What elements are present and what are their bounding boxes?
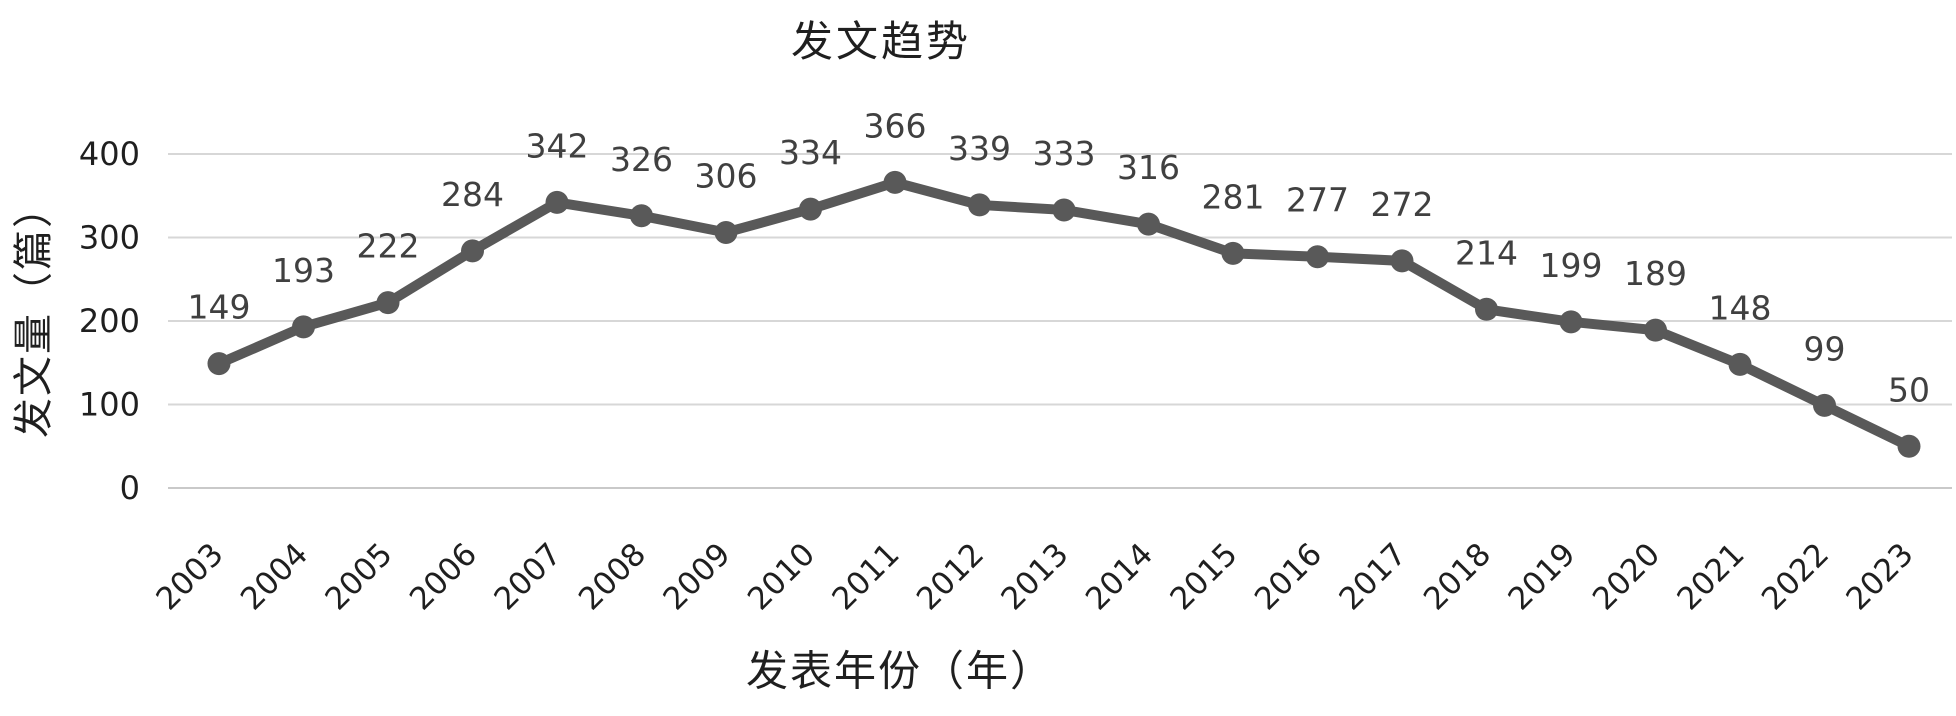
x-tick-label-2015: 2015 <box>1163 536 1244 617</box>
data-point-marker-2008 <box>630 204 653 228</box>
data-point-label-2013: 333 <box>1033 134 1096 173</box>
data-point-label-2016: 277 <box>1286 181 1349 220</box>
data-point-marker-2014 <box>1137 212 1160 236</box>
data-point-label-2015: 281 <box>1202 177 1265 216</box>
y-tick-label-400: 400 <box>79 135 140 173</box>
x-tick-label-2021: 2021 <box>1670 536 1751 617</box>
x-tick-label-2017: 2017 <box>1332 536 1413 617</box>
data-point-marker-2018 <box>1475 297 1498 321</box>
x-tick-label-2022: 2022 <box>1755 536 1836 617</box>
data-point-marker-2016 <box>1306 245 1329 269</box>
data-point-label-2005: 222 <box>357 227 420 266</box>
data-point-label-2007: 342 <box>526 126 589 165</box>
x-tick-label-2011: 2011 <box>825 536 906 617</box>
data-point-label-2006: 284 <box>441 175 504 214</box>
data-point-marker-2010 <box>799 197 822 221</box>
x-tick-label-2012: 2012 <box>910 536 991 617</box>
x-tick-label-2003: 2003 <box>149 536 230 617</box>
x-tick-label-2020: 2020 <box>1586 536 1667 617</box>
y-tick-label-300: 300 <box>79 219 140 257</box>
data-point-label-2003: 149 <box>188 288 251 327</box>
data-point-label-2012: 339 <box>948 129 1011 168</box>
data-point-label-2014: 316 <box>1117 148 1180 187</box>
data-point-marker-2019 <box>1559 310 1583 334</box>
data-point-marker-2009 <box>714 220 738 244</box>
data-point-marker-2011 <box>883 170 907 194</box>
data-point-label-2022: 99 <box>1804 329 1846 368</box>
x-tick-label-2006: 2006 <box>403 536 484 617</box>
trend-line-series <box>214 177 1914 452</box>
y-axis-tick-labels: 0 100 200 300 400 <box>79 135 140 507</box>
data-point-marker-2007 <box>545 190 569 214</box>
data-point-marker-2006 <box>461 239 484 263</box>
x-tick-label-2023: 2023 <box>1839 536 1920 617</box>
x-tick-label-2019: 2019 <box>1501 536 1582 617</box>
data-point-label-2018: 214 <box>1455 233 1518 272</box>
y-tick-label-200: 200 <box>79 302 140 340</box>
data-point-markers <box>207 170 1921 458</box>
data-point-marker-2021 <box>1728 352 1752 376</box>
x-tick-label-2016: 2016 <box>1248 536 1329 617</box>
data-point-marker-2015 <box>1221 241 1245 265</box>
data-point-marker-2020 <box>1644 318 1667 342</box>
data-point-marker-2003 <box>207 352 231 376</box>
x-tick-label-2013: 2013 <box>994 536 1075 617</box>
x-tick-label-2005: 2005 <box>318 536 399 617</box>
data-point-label-2011: 366 <box>864 106 927 145</box>
data-point-marker-2017 <box>1390 249 1414 273</box>
x-tick-label-2007: 2007 <box>487 536 568 617</box>
data-point-label-2023: 50 <box>1888 370 1930 409</box>
x-axis-tick-labels: 2003 2004 2005 2006 2007 2008 2009 2010 2011 2012… <box>149 536 1920 617</box>
data-point-marker-2012 <box>968 193 991 217</box>
data-point-label-2021: 148 <box>1709 288 1772 327</box>
data-point-marker-2022 <box>1813 393 1836 417</box>
data-point-label-2017: 272 <box>1371 185 1434 224</box>
chart-title: 发文趋势 <box>790 17 972 66</box>
x-tick-label-2014: 2014 <box>1079 536 1160 617</box>
x-tick-label-2010: 2010 <box>741 536 822 617</box>
data-point-marker-2013 <box>1052 198 1076 222</box>
x-tick-label-2008: 2008 <box>572 536 653 617</box>
x-tick-label-2009: 2009 <box>656 536 737 617</box>
data-point-label-2019: 199 <box>1540 246 1603 285</box>
y-tick-label-100: 100 <box>79 386 140 424</box>
data-point-label-2020: 189 <box>1624 254 1687 293</box>
data-point-label-2009: 306 <box>695 156 758 195</box>
data-point-label-2004: 193 <box>272 251 335 290</box>
data-point-label-2008: 326 <box>610 140 673 179</box>
data-point-marker-2005 <box>376 291 400 315</box>
data-point-label-2010: 334 <box>779 133 842 172</box>
data-point-marker-2023 <box>1897 434 1921 458</box>
data-point-labels: 149 193 222 284 342 326 306 334 366 339 333 316 281 2… <box>188 106 1931 409</box>
y-tick-label-0: 0 <box>120 469 140 507</box>
trend-line <box>214 177 1914 452</box>
x-tick-label-2018: 2018 <box>1417 536 1498 617</box>
x-axis-title: 发表年份（年） <box>745 646 1055 696</box>
data-point-marker-2004 <box>292 315 315 339</box>
x-tick-label-2004: 2004 <box>234 536 315 617</box>
